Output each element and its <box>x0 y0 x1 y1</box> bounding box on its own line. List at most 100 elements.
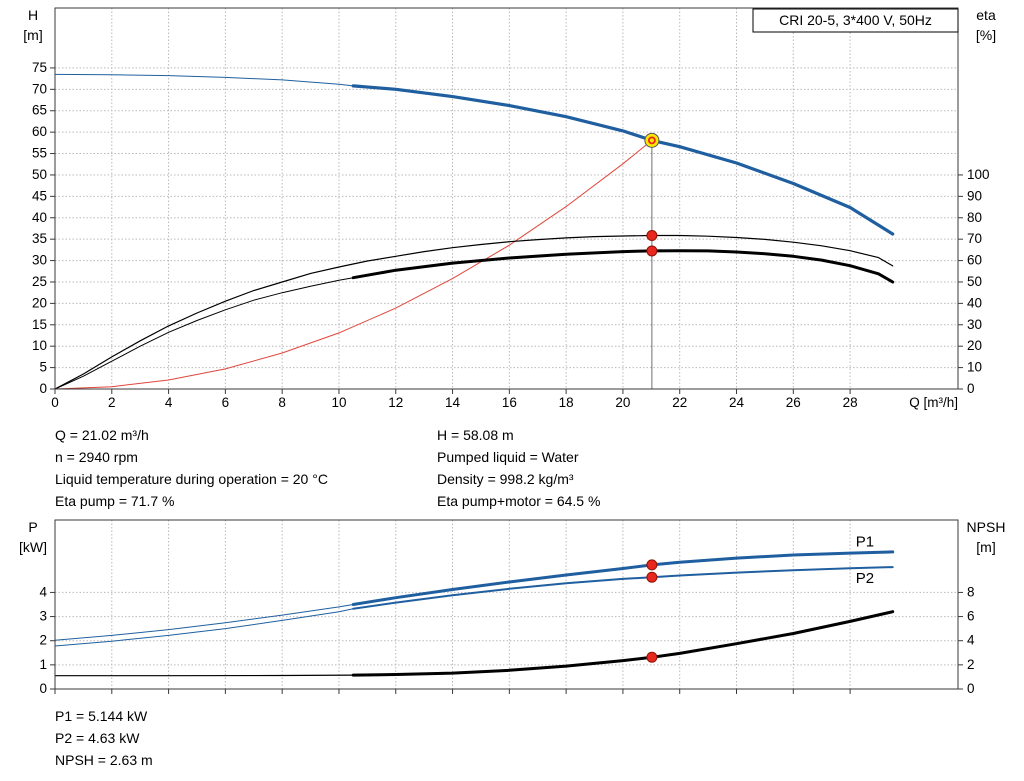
y-right-tick-label: 4 <box>967 633 975 648</box>
y-right-tick-label: 0 <box>967 381 975 396</box>
p2-curve <box>352 566 894 610</box>
y-right-tick-label: 10 <box>967 360 982 375</box>
y-left-tick-label: 0 <box>39 681 47 696</box>
x-tick-label: 16 <box>502 395 517 410</box>
x-axis-label: Q [m³/h] <box>909 395 958 410</box>
y-left-tick-label: 35 <box>32 231 47 246</box>
p2-curve-extrapolated <box>54 608 354 647</box>
y-left-axis-label: [kW] <box>19 539 47 555</box>
y-right-tick-label: 60 <box>967 253 982 268</box>
p2-marker <box>646 571 658 583</box>
x-tick-label: 28 <box>843 395 858 410</box>
p1-curve <box>351 550 895 606</box>
y-right-axis-label: [m] <box>976 539 995 555</box>
y-left-tick-label: 5 <box>39 360 47 375</box>
density-readout: Density = 998.2 kg/m³ <box>437 471 574 487</box>
y-right-tick-label: 2 <box>967 657 975 672</box>
y-right-tick-label: 6 <box>967 609 975 624</box>
y-left-tick-label: 60 <box>32 124 47 139</box>
x-tick-label: 22 <box>672 395 687 410</box>
x-tick-label: 26 <box>786 395 801 410</box>
x-tick-label: 4 <box>165 395 173 410</box>
x-tick-label: 0 <box>51 395 59 410</box>
series-label-p2: P2 <box>856 570 874 587</box>
y-left-tick-label: 55 <box>32 146 47 161</box>
eta-pump-motor-readout: Eta pump+motor = 64.5 % <box>437 493 601 509</box>
y-left-tick-label: 0 <box>39 381 47 396</box>
y-left-tick-label: 50 <box>32 167 47 182</box>
y-left-tick-label: 10 <box>32 338 47 353</box>
plot-frame <box>54 7 959 390</box>
speed-readout: n = 2940 rpm <box>55 449 138 465</box>
x-tick-label: 8 <box>278 395 286 410</box>
duty-info-left-column: Q = 21.02 m³/h n = 2940 rpm Liquid tempe… <box>55 424 328 512</box>
x-tick-label: 12 <box>388 395 403 410</box>
y-right-tick-label: 100 <box>967 167 990 182</box>
y-right-tick-label: 80 <box>967 210 982 225</box>
y-left-axis-label: P <box>28 519 37 535</box>
eta-pump-readout: Eta pump = 71.7 % <box>55 493 175 509</box>
x-tick-label: 24 <box>729 395 745 410</box>
eta-pump-motor-curve <box>351 249 895 284</box>
y-right-tick-label: 0 <box>967 681 975 696</box>
chart-title: CRI 20-5, 3*400 V, 50Hz <box>779 12 932 28</box>
liquid-temperature-readout: Liquid temperature during operation = 20… <box>55 471 328 487</box>
y-left-axis-label: H <box>28 7 38 23</box>
y-left-tick-label: 45 <box>32 188 47 203</box>
duty-info-right-column: H = 58.08 m Pumped liquid = Water Densit… <box>437 424 600 512</box>
y-right-axis-label: [%] <box>976 27 996 43</box>
y-right-tick-label: 70 <box>967 231 982 246</box>
npsh-marker <box>646 651 658 663</box>
x-tick-label: 2 <box>108 395 116 410</box>
p1-marker <box>646 559 658 571</box>
power-info-column: P1 = 5.144 kW P2 = 4.63 kW NPSH = 2.63 m <box>55 705 153 771</box>
duty-point-marker[interactable] <box>644 132 660 148</box>
duty-point-inner-ring <box>647 136 656 145</box>
y-right-axis-label: NPSH <box>967 519 1006 535</box>
head-readout: H = 58.08 m <box>437 427 514 443</box>
y-right-axis-label: eta <box>976 7 996 23</box>
flow-readout: Q = 21.02 m³/h <box>55 427 149 443</box>
y-left-tick-label: 25 <box>32 274 47 289</box>
npsh-readout: NPSH = 2.63 m <box>55 752 153 768</box>
y-left-tick-label: 75 <box>32 60 47 75</box>
y-right-tick-label: 30 <box>967 317 982 332</box>
p1-curve-extrapolated <box>54 604 354 641</box>
y-left-tick-label: 4 <box>39 584 47 599</box>
eta-pump-motor-marker <box>646 245 658 257</box>
npsh-curve-extrapolated <box>54 674 354 677</box>
y-left-tick-label: 1 <box>39 657 47 672</box>
plot-frame <box>54 519 959 690</box>
chart-title-box <box>752 8 959 33</box>
system-curve <box>54 139 653 390</box>
x-tick-label: 6 <box>222 395 230 410</box>
x-tick-label: 14 <box>445 395 461 410</box>
power-npsh-chart: 0 1 2 3 4 0 2 4 6 8 P [kW] NPSH [m] P1 P2 <box>19 519 1006 696</box>
y-right-tick-label: 90 <box>967 188 982 203</box>
y-right-tick-label: 8 <box>967 584 975 599</box>
eta-pump-curve <box>54 234 894 390</box>
head-curve <box>351 84 895 236</box>
series-label-p1: P1 <box>856 534 874 551</box>
p1-readout: P1 = 5.144 kW <box>55 708 148 724</box>
y-left-tick-label: 20 <box>32 295 47 310</box>
eta-pump-marker <box>646 230 658 242</box>
p2-readout: P2 = 4.63 kW <box>55 730 140 746</box>
x-tick-label: 10 <box>331 395 346 410</box>
y-left-tick-label: 15 <box>32 317 47 332</box>
y-left-tick-label: 30 <box>32 253 47 268</box>
y-right-tick-label: 20 <box>967 338 982 353</box>
pumped-liquid-readout: Pumped liquid = Water <box>437 449 579 465</box>
head-curve-extrapolated <box>54 73 354 87</box>
y-left-tick-label: 65 <box>32 103 47 118</box>
x-tick-label: 20 <box>615 395 630 410</box>
y-left-tick-label: 40 <box>32 210 47 225</box>
eta-pump-motor-extrapolated <box>54 277 354 390</box>
y-left-tick-label: 2 <box>39 633 47 648</box>
y-left-tick-label: 3 <box>39 609 47 624</box>
x-tick-label: 18 <box>559 395 574 410</box>
head-efficiency-chart: 0510152025303540455055606570750102030405… <box>23 7 996 410</box>
y-left-tick-label: 70 <box>32 81 47 96</box>
y-right-tick-label: 50 <box>967 274 982 289</box>
